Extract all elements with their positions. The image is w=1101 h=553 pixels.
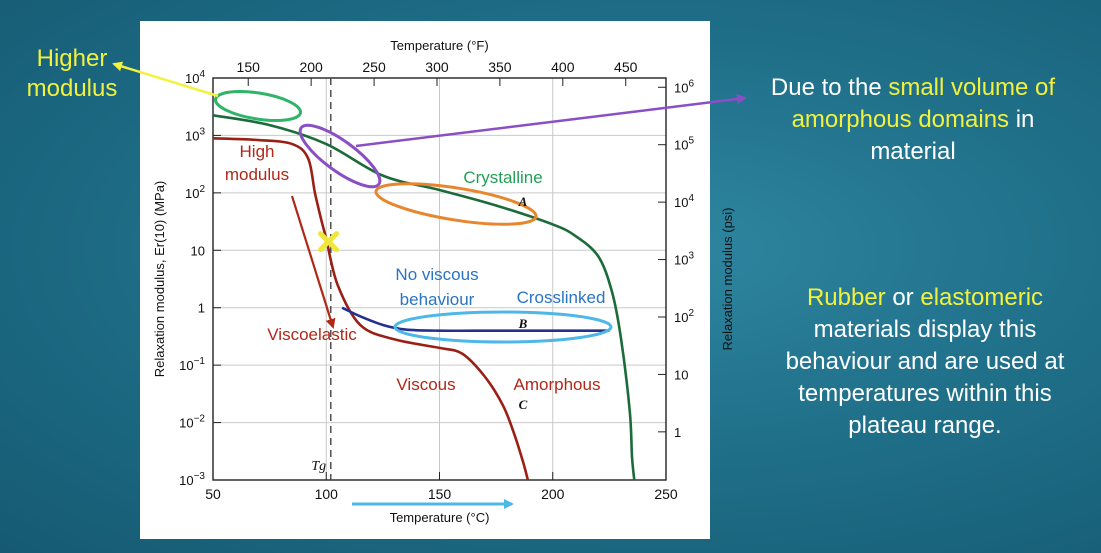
annotation-amorphous: Amorphous — [514, 375, 601, 394]
annotation-modulus: modulus — [225, 165, 289, 184]
annotation-oval-orange — [374, 182, 538, 226]
annotation-oval-green — [213, 90, 303, 122]
higher-modulus-arrow — [112, 61, 219, 98]
curve-label-c: C — [519, 397, 528, 412]
note-highlight: elastomeric — [920, 284, 1044, 311]
y-tick-label: 10 — [191, 243, 205, 258]
y2-tick-label: 10 — [674, 367, 688, 382]
series-amorphous-line — [212, 137, 530, 481]
y-tick-label: 1 — [198, 301, 205, 316]
series-crystalline-line — [212, 114, 636, 481]
x2-tick-label: 400 — [551, 59, 575, 75]
x2-tick-label: 350 — [488, 59, 512, 75]
y-tick-label: 10−3 — [179, 471, 205, 488]
y-tick-label: 103 — [185, 126, 205, 143]
y-tick-label: 102 — [185, 184, 205, 201]
rubber-elastomeric-note: Rubber or elastomeric materials display … — [770, 282, 1080, 442]
y-tick-label: 10−2 — [179, 414, 205, 431]
note-text: in material — [870, 106, 1035, 165]
x2-axis-title: Temperature (°F) — [390, 38, 488, 53]
x2-tick-label: 250 — [362, 59, 386, 75]
chart-panel — [140, 21, 710, 539]
y-axis-title: Relaxation modulus, Er(10) (MPa) — [152, 181, 167, 378]
x-tick-label: 200 — [541, 486, 565, 502]
tg-marker-stroke — [318, 231, 340, 253]
note-text: Due to the — [770, 74, 889, 101]
annotation-crosslinked: Crosslinked — [517, 288, 606, 307]
y2-tick-label: 106 — [674, 78, 694, 95]
annotation-no-viscous: No viscous — [395, 265, 478, 284]
annotation-crystalline: Crystalline — [463, 168, 542, 187]
x2-tick-label: 300 — [425, 59, 449, 75]
annotation-behaviour: behaviour — [400, 290, 475, 309]
y2-tick-label: 102 — [674, 308, 694, 325]
x-tick-label: 250 — [654, 486, 678, 502]
curve-label-b: B — [518, 316, 528, 331]
chart-labels: 50 100 150 200 250 150 200 250 300 350 400 450 104 10… — [152, 38, 735, 525]
x-tick-label: 100 — [315, 486, 339, 502]
x2-tick-label: 200 — [299, 59, 323, 75]
y-tick-label: 10−1 — [179, 356, 205, 373]
note-text: or — [885, 284, 921, 311]
annotation-oval-purple — [298, 123, 382, 189]
y-tick-label: 104 — [185, 69, 205, 86]
x-tick-label: 150 — [428, 486, 452, 502]
chart-series — [212, 114, 636, 481]
y2-tick-label: 105 — [674, 136, 694, 153]
y2-axis-title: Relaxation modulus (psi) — [720, 207, 735, 350]
x2-tick-label: 150 — [237, 59, 261, 75]
note-text: materials display this behaviour and are… — [785, 316, 1065, 439]
annotation-viscous: Viscous — [396, 375, 455, 394]
higher-modulus-callout: Higher modulus — [26, 45, 118, 102]
y2-tick-label: 103 — [674, 251, 694, 268]
note-highlight: Rubber — [806, 284, 886, 311]
tg-label: Tg — [311, 459, 326, 474]
amorphous-note-arrow — [355, 94, 747, 148]
note-highlight: domains — [918, 106, 1010, 133]
x-axis-title: Temperature (°C) — [390, 510, 490, 525]
y2-tick-label: 1 — [674, 425, 681, 440]
note-highlight: small volume of amorphous — [791, 74, 1056, 133]
amorphous-domains-note: Due to the small volume of amorphous dom… — [770, 72, 1056, 168]
annotation-viscoelastic: Viscoelastic — [267, 325, 357, 344]
viscoelastic-arrow — [290, 195, 336, 329]
y2-tick-label: 104 — [674, 193, 694, 210]
annotation-oval-cyan — [393, 310, 613, 344]
x-tick-label: 50 — [205, 486, 221, 502]
curve-label-a: A — [518, 194, 528, 209]
annotation-high: High — [240, 142, 275, 161]
series-crosslinked-line — [341, 306, 610, 333]
x2-tick-label: 450 — [614, 59, 638, 75]
chart-annotations — [112, 61, 747, 509]
